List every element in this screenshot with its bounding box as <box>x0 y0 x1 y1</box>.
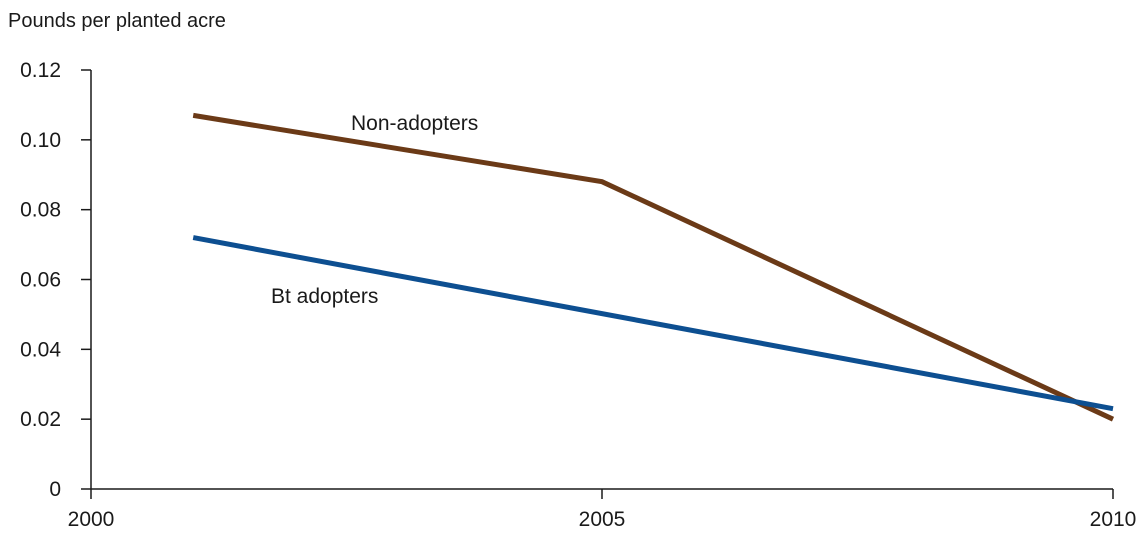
series-line-1 <box>192 235 1114 412</box>
series-layer <box>192 112 1115 422</box>
series-labels: Non-adopters Bt adopters <box>271 112 478 308</box>
y-tick-label: 0.04 <box>20 338 61 361</box>
y-tick-label: 0.10 <box>20 129 61 152</box>
axes: 0 0.02 0.04 0.06 0.08 0.10 0.12 2000 2005 2010 <box>20 59 1136 531</box>
series-label-0: Non-adopters <box>351 112 478 135</box>
x-tick-label: 2005 <box>579 508 626 531</box>
series-line-0 <box>192 112 1115 422</box>
series-label-1: Bt adopters <box>271 285 378 308</box>
x-tick-label: 2000 <box>68 508 115 531</box>
y-tick-label: 0 <box>49 478 61 501</box>
y-tick-label: 0.12 <box>20 59 61 82</box>
y-axis-title: Pounds per planted acre <box>8 10 226 32</box>
x-tick-label: 2010 <box>1090 508 1137 531</box>
y-tick-label: 0.06 <box>20 269 61 292</box>
y-tick-label: 0.08 <box>20 199 61 222</box>
y-tick-label: 0.02 <box>20 408 61 431</box>
